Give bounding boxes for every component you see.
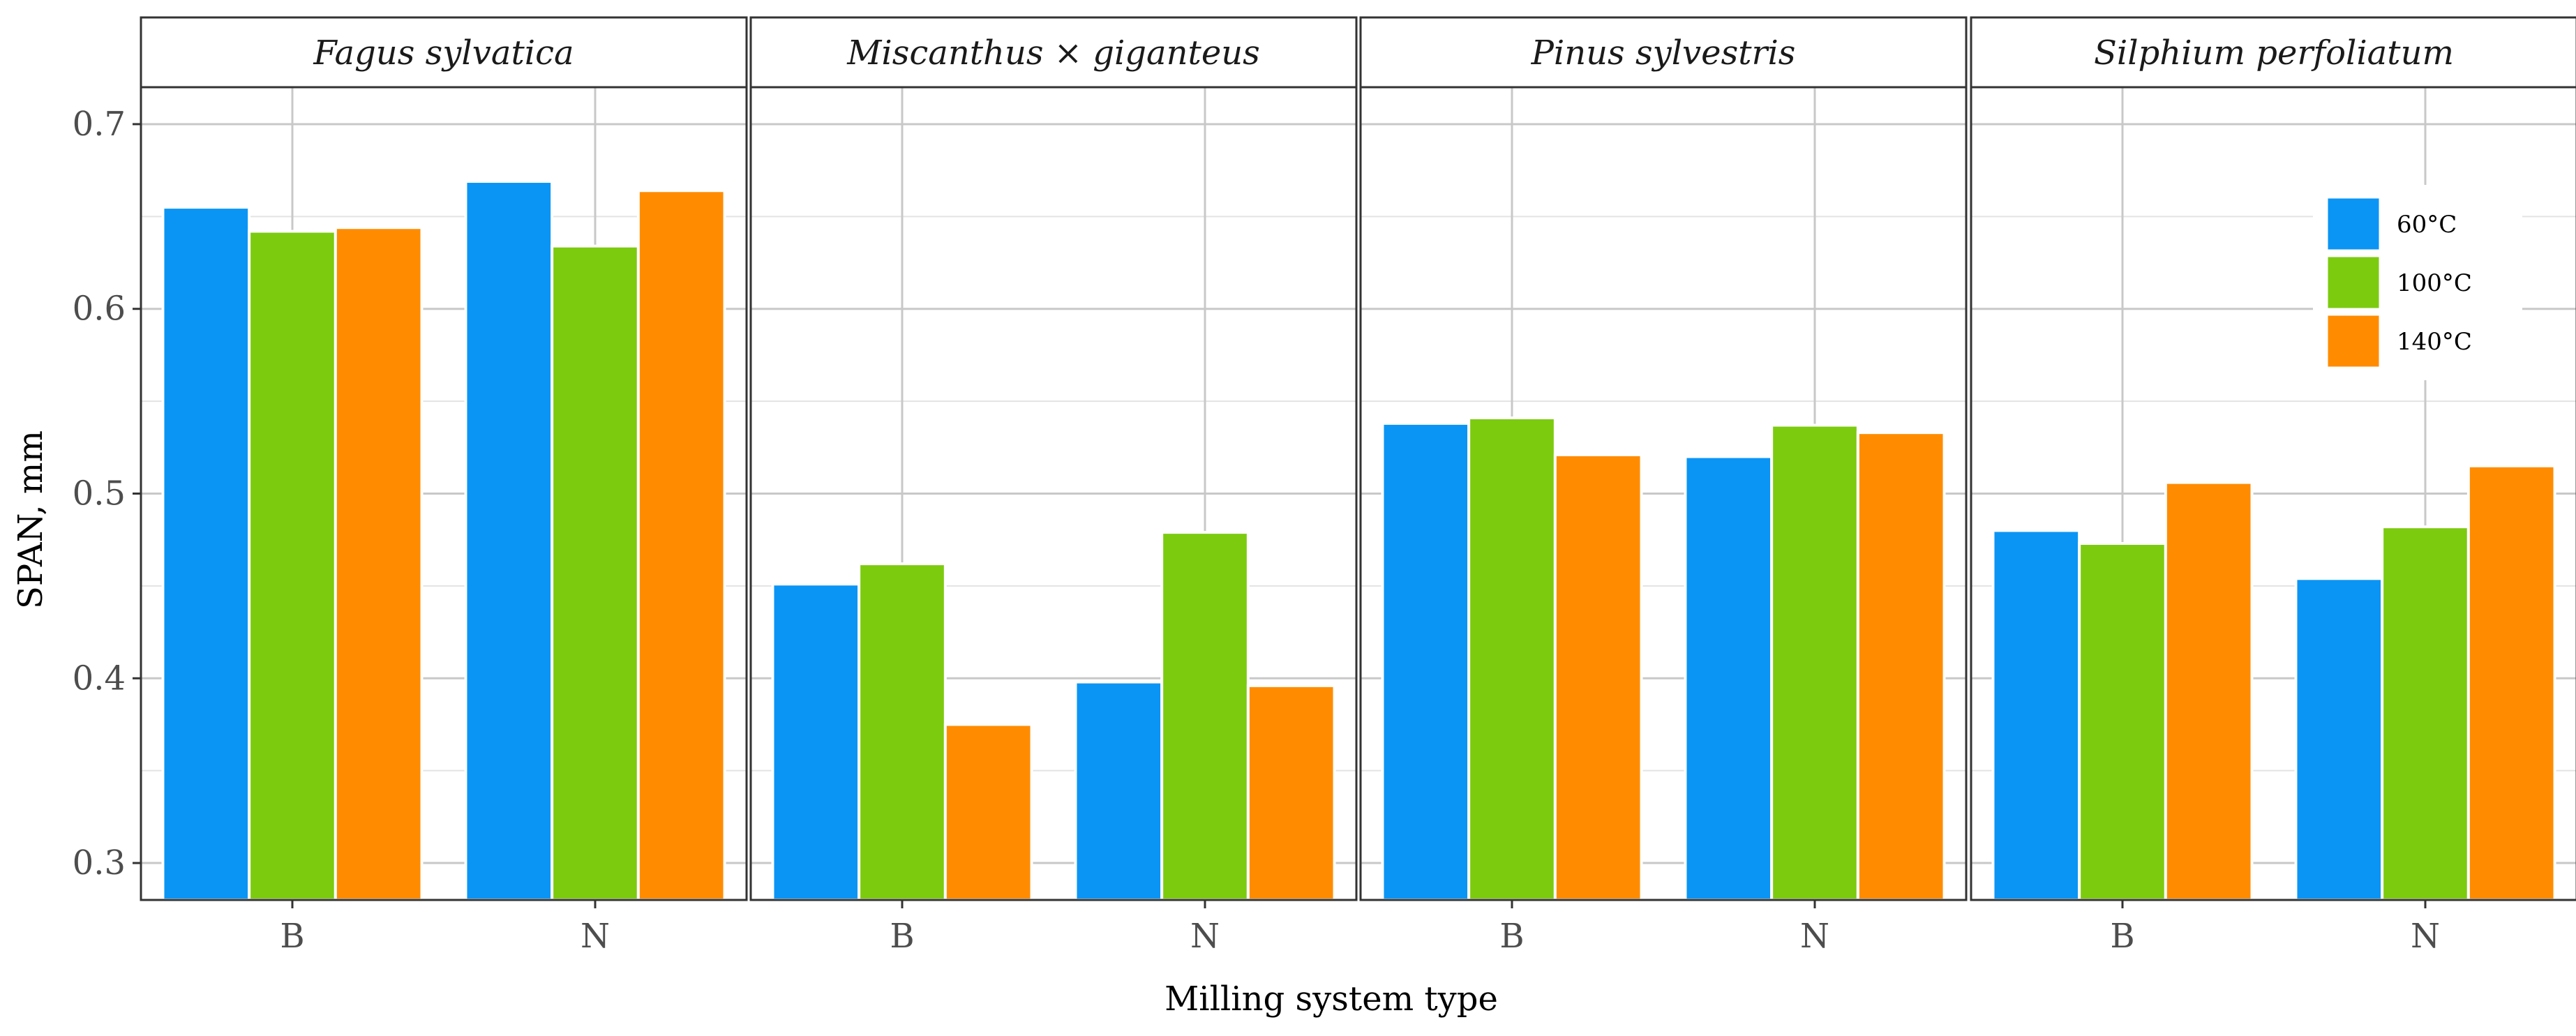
bar-miscanthus-giganteus-N-100-c	[1160, 531, 1250, 901]
bar-pinus-sylvestris-B-60-c	[1381, 421, 1471, 901]
x-tick-label-b: B	[280, 917, 304, 956]
bar-miscanthus-giganteus-B-60-c	[771, 583, 861, 901]
y-tick-label: 0.4	[73, 659, 126, 698]
y-tick-label: 0.3	[73, 843, 126, 883]
x-tick-label-n: N	[581, 917, 610, 956]
panel-border	[749, 86, 1358, 901]
legend-key-100-c	[2326, 255, 2381, 310]
bar-silphium-perfoliatum-B-100-c	[2078, 541, 2167, 901]
legend-label-100-c: 100°C	[2397, 269, 2472, 297]
facet-panel-fagus-sylvatica: Fagus sylvatica	[140, 16, 748, 902]
bar-silphium-perfoliatum-N-100-c	[2381, 525, 2470, 901]
facet-title: Fagus sylvatica	[313, 33, 574, 73]
facet-panel-miscanthus-giganteus: Miscanthus × giganteus	[749, 16, 1358, 902]
y-axis: 0.3 0.4 0.5 0.6 0.7	[73, 105, 141, 883]
bar-fagus-sylvatica-B-60-c	[161, 206, 251, 901]
bar-miscanthus-giganteus-N-140-c	[1246, 684, 1336, 901]
x-tick-label-n: N	[2411, 917, 2440, 956]
legend-label-60-c: 60°C	[2397, 211, 2457, 239]
facet-title: Pinus sylvestris	[1531, 33, 1796, 73]
x-tick-label-n: N	[1190, 917, 1220, 956]
bar-miscanthus-giganteus-B-100-c	[858, 562, 947, 901]
facet-strip	[749, 16, 1358, 89]
facet-title: Miscanthus × giganteus	[846, 33, 1260, 73]
facet-title: Silphium perfoliatum	[2094, 33, 2454, 73]
bar-silphium-perfoliatum-B-60-c	[1991, 529, 2081, 901]
panel-border	[1970, 86, 2576, 901]
x-tick-label-b: B	[1499, 917, 1524, 956]
bar-fagus-sylvatica-N-140-c	[636, 189, 726, 902]
bar-pinus-sylvestris-B-140-c	[1553, 453, 1643, 901]
x-tick-label-b: B	[2110, 917, 2134, 956]
legend-label-140-c: 140°C	[2397, 328, 2472, 356]
legend-key-140-c	[2326, 313, 2381, 369]
y-tick-label: 0.6	[73, 290, 126, 329]
legend: 60°C 100°C 140°C	[2313, 185, 2522, 380]
bar-fagus-sylvatica-B-140-c	[334, 226, 424, 901]
bar-miscanthus-giganteus-N-60-c	[1074, 680, 1164, 901]
facet-panel-silphium-perfoliatum: Silphium perfoliatum	[1970, 16, 2576, 902]
facet-panels: Fagus sylvatica Miscanthus × giganteus Pin…	[140, 16, 2576, 902]
bar-pinus-sylvestris-N-60-c	[1684, 455, 1774, 901]
bar-pinus-sylvestris-N-140-c	[1856, 431, 1946, 901]
bar-silphium-perfoliatum-B-140-c	[2164, 481, 2254, 901]
bar-pinus-sylvestris-B-100-c	[1467, 416, 1557, 901]
bar-miscanthus-giganteus-B-140-c	[943, 723, 1033, 902]
bar-pinus-sylvestris-N-100-c	[1770, 423, 1859, 901]
legend-key-60-c	[2326, 196, 2381, 252]
y-tick-label: 0.7	[73, 105, 126, 144]
panel-border	[1359, 86, 1968, 901]
bar-fagus-sylvatica-N-100-c	[551, 244, 640, 902]
bar-silphium-perfoliatum-N-60-c	[2294, 577, 2384, 902]
x-tick-label-b: B	[890, 917, 914, 956]
facet-strip	[140, 16, 748, 89]
bar-fagus-sylvatica-B-100-c	[248, 230, 337, 902]
y-tick-label: 0.5	[73, 474, 126, 513]
x-tick-label-n: N	[1800, 917, 1829, 956]
bar-silphium-perfoliatum-N-140-c	[2466, 464, 2556, 901]
facet-panel-pinus-sylvestris: Pinus sylvestris	[1359, 16, 1968, 901]
bar-fagus-sylvatica-N-60-c	[464, 180, 554, 902]
facet-strip	[1359, 16, 1968, 89]
y-axis-title: SPAN, mm	[11, 430, 50, 609]
x-axis-title: Milling system type	[1165, 979, 1498, 1019]
facet-strip	[1970, 16, 2576, 89]
